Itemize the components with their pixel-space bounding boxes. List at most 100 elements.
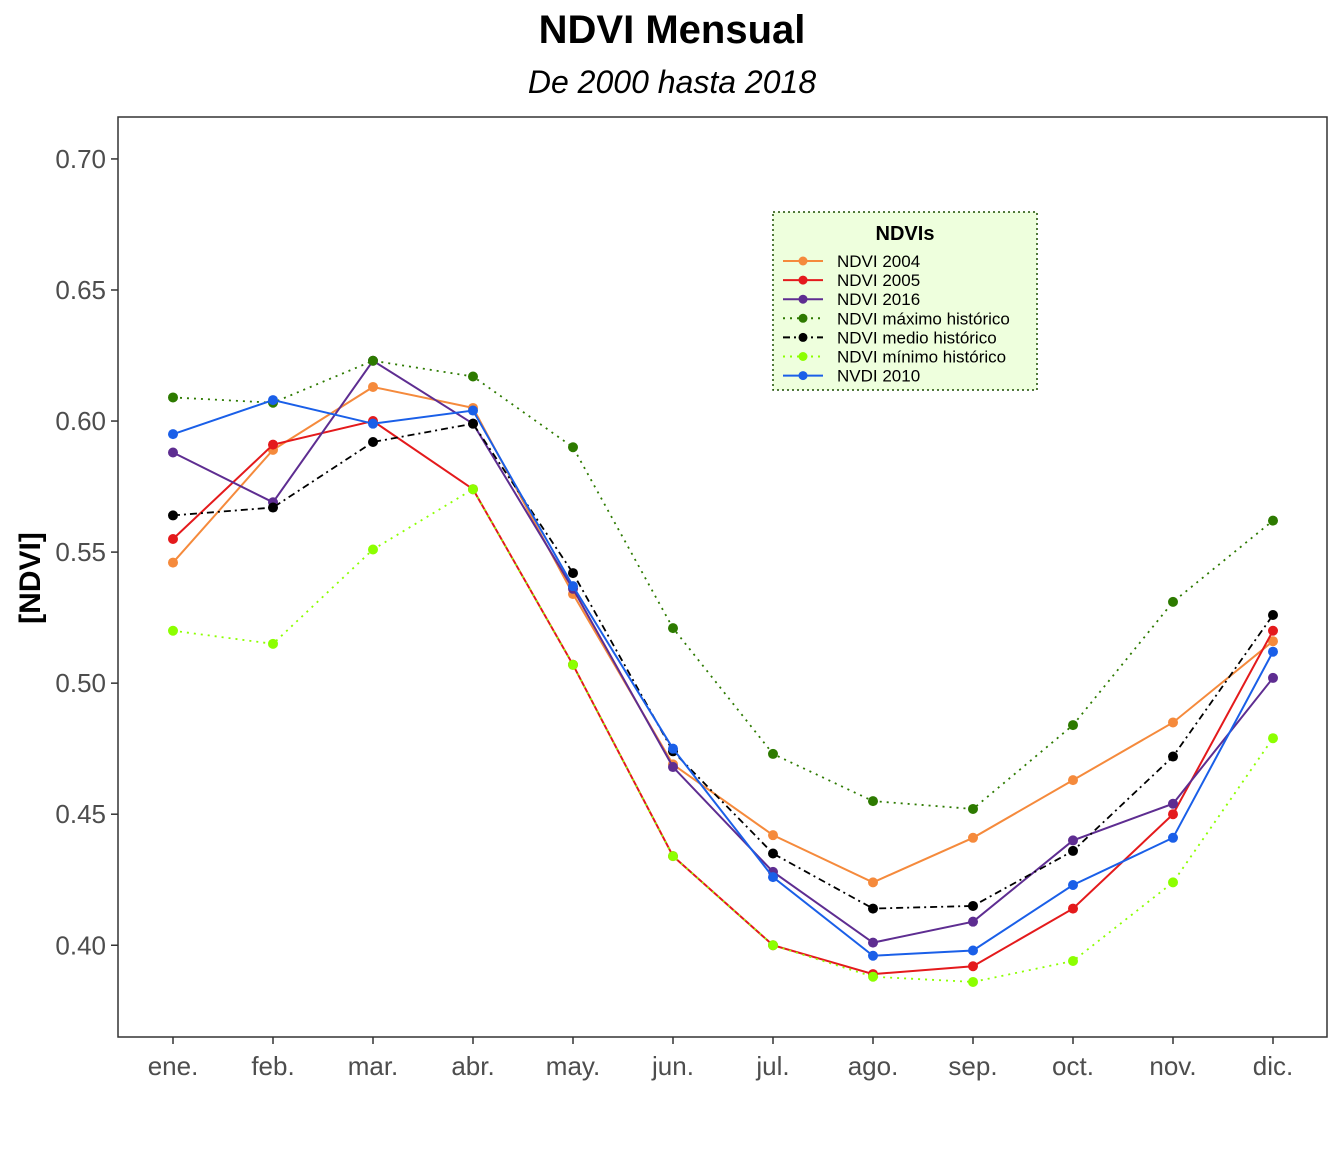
data-point <box>1168 751 1178 762</box>
data-point <box>968 916 978 927</box>
data-point <box>668 851 678 862</box>
data-point <box>368 544 378 555</box>
data-point <box>1168 798 1178 809</box>
legend-label: NDVI medio histórico <box>837 328 997 347</box>
x-tick-label: ago. <box>848 1051 899 1081</box>
x-tick-label: jul. <box>755 1051 789 1081</box>
data-point <box>168 510 178 521</box>
data-point <box>1068 845 1078 856</box>
data-point <box>1068 720 1078 731</box>
x-tick-label: sep. <box>948 1051 997 1081</box>
series-line <box>172 422 1274 910</box>
data-point <box>1268 625 1278 636</box>
data-point <box>268 439 278 450</box>
data-point <box>468 418 478 429</box>
x-tick-label: oct. <box>1052 1051 1094 1081</box>
data-point <box>368 418 378 429</box>
y-tick-label: 0.55 <box>55 537 106 567</box>
data-point <box>1168 832 1178 843</box>
data-point <box>1068 775 1078 786</box>
data-point <box>768 848 778 859</box>
legend-label: NDVI 2005 <box>837 271 920 290</box>
data-point <box>768 830 778 841</box>
data-point <box>668 743 678 754</box>
data-point <box>1168 877 1178 888</box>
data-point <box>168 625 178 636</box>
data-point <box>1068 903 1078 914</box>
data-point <box>1268 733 1278 744</box>
data-point <box>468 405 478 416</box>
data-point <box>1168 596 1178 607</box>
data-point <box>468 484 478 495</box>
data-point <box>868 937 878 948</box>
data-point <box>1268 610 1278 621</box>
data-point <box>268 638 278 649</box>
data-point <box>1168 809 1178 820</box>
y-tick-label: 0.70 <box>55 144 106 174</box>
x-tick-label: jun. <box>651 1051 694 1081</box>
chart-subtitle: De 2000 hasta 2018 <box>527 64 817 100</box>
legend-box <box>772 211 1038 391</box>
data-point <box>1168 717 1178 728</box>
data-point <box>1268 646 1278 657</box>
data-point <box>768 940 778 951</box>
legend-label: NDVI 2004 <box>837 252 920 271</box>
data-point <box>968 961 978 972</box>
data-point <box>1068 835 1078 846</box>
data-point <box>968 803 978 814</box>
data-point <box>268 395 278 406</box>
data-point <box>168 392 178 403</box>
data-point <box>868 796 878 807</box>
data-point <box>868 877 878 888</box>
series-3 <box>168 355 1278 814</box>
data-point <box>168 533 178 544</box>
legend-label: NDVI 2016 <box>837 290 920 309</box>
x-tick-label: may. <box>546 1051 600 1081</box>
data-point <box>568 442 578 453</box>
data-point <box>1268 515 1278 526</box>
y-tick-label: 0.60 <box>55 406 106 436</box>
series-line <box>172 487 1274 983</box>
data-point <box>368 381 378 392</box>
data-point <box>868 903 878 914</box>
data-point <box>668 762 678 773</box>
legend-key-point <box>798 313 808 323</box>
data-point <box>668 623 678 634</box>
data-point <box>1068 879 1078 890</box>
x-tick-label: nov. <box>1149 1051 1196 1081</box>
data-point <box>968 945 978 956</box>
x-tick-label: dic. <box>1253 1051 1293 1081</box>
y-axis-label: [NDVI] <box>14 532 47 624</box>
data-point <box>1268 636 1278 647</box>
series-line <box>172 399 1274 957</box>
x-tick-label: feb. <box>251 1051 294 1081</box>
legend-key-point <box>798 371 808 381</box>
data-point <box>568 568 578 579</box>
data-point <box>1068 955 1078 966</box>
data-point <box>968 976 978 987</box>
data-point <box>168 557 178 568</box>
x-tick-label: ene. <box>148 1051 199 1081</box>
data-point <box>868 971 878 982</box>
series-line <box>172 385 1274 884</box>
legend-key-point <box>798 256 808 266</box>
y-tick-label: 0.50 <box>55 668 106 698</box>
data-point <box>168 447 178 458</box>
data-point <box>1268 672 1278 683</box>
legend-key-point <box>798 332 808 342</box>
data-point <box>868 950 878 961</box>
data-point <box>268 502 278 513</box>
series-line <box>172 359 1274 810</box>
legend-label: NVDI 2010 <box>837 367 920 386</box>
plot-panel <box>117 116 1328 1038</box>
data-point <box>968 832 978 843</box>
data-point <box>368 355 378 366</box>
legend-key-point <box>798 352 808 361</box>
y-tick-label: 0.45 <box>55 799 106 829</box>
data-point <box>968 900 978 911</box>
y-tick-label: 0.65 <box>55 275 106 305</box>
data-point <box>568 581 578 592</box>
legend-key-point <box>798 294 808 304</box>
